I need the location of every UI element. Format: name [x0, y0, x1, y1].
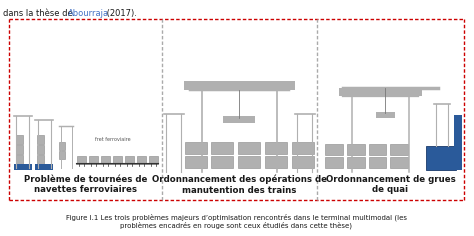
- Bar: [265, 156, 287, 168]
- Bar: [339, 88, 422, 96]
- Text: problèmes encadrés en rouge sont ceux étudiés dans cette thèse): problèmes encadrés en rouge sont ceux ét…: [120, 221, 352, 229]
- Bar: [37, 135, 45, 144]
- Bar: [183, 81, 295, 90]
- Bar: [426, 146, 456, 170]
- Bar: [211, 156, 233, 168]
- Bar: [149, 156, 158, 163]
- Bar: [292, 156, 314, 168]
- Bar: [369, 157, 386, 168]
- Bar: [36, 164, 54, 170]
- Bar: [238, 156, 260, 168]
- Bar: [113, 156, 122, 163]
- Bar: [369, 144, 386, 155]
- Bar: [185, 142, 207, 154]
- Text: fret ferroviaire: fret ferroviaire: [95, 137, 131, 142]
- Bar: [391, 157, 408, 168]
- Bar: [185, 156, 207, 168]
- Bar: [125, 156, 134, 163]
- Bar: [391, 144, 408, 155]
- Bar: [77, 156, 86, 163]
- Text: Ordonnancement de grues
de quai: Ordonnancement de grues de quai: [326, 175, 456, 194]
- Bar: [59, 151, 65, 159]
- Text: Problème de tournées de
navettes ferroviaires: Problème de tournées de navettes ferrovi…: [24, 175, 147, 194]
- Bar: [375, 112, 395, 118]
- Bar: [137, 156, 146, 163]
- Bar: [16, 145, 23, 154]
- Bar: [292, 142, 314, 154]
- Text: Ordonnancement des opérations de
manutention des trains: Ordonnancement des opérations de manuten…: [152, 175, 327, 194]
- Bar: [238, 142, 260, 154]
- Bar: [16, 155, 23, 164]
- Bar: [265, 142, 287, 154]
- Bar: [37, 145, 45, 154]
- Bar: [16, 135, 23, 144]
- Bar: [89, 156, 98, 163]
- Bar: [37, 155, 45, 164]
- Text: (2017).: (2017).: [104, 9, 137, 18]
- Bar: [325, 144, 343, 155]
- Bar: [59, 142, 65, 150]
- Bar: [223, 116, 255, 123]
- Bar: [14, 164, 31, 170]
- Bar: [454, 115, 462, 170]
- Text: dans la thèse de: dans la thèse de: [3, 9, 75, 18]
- Bar: [211, 142, 233, 154]
- Text: Figure I.1 Les trois problèmes majeurs d’optimisation rencontrés dans le termina: Figure I.1 Les trois problèmes majeurs d…: [66, 213, 407, 221]
- Bar: [325, 157, 343, 168]
- Text: Abourraja: Abourraja: [68, 9, 109, 18]
- Bar: [346, 144, 365, 155]
- Bar: [346, 157, 365, 168]
- Bar: [101, 156, 110, 163]
